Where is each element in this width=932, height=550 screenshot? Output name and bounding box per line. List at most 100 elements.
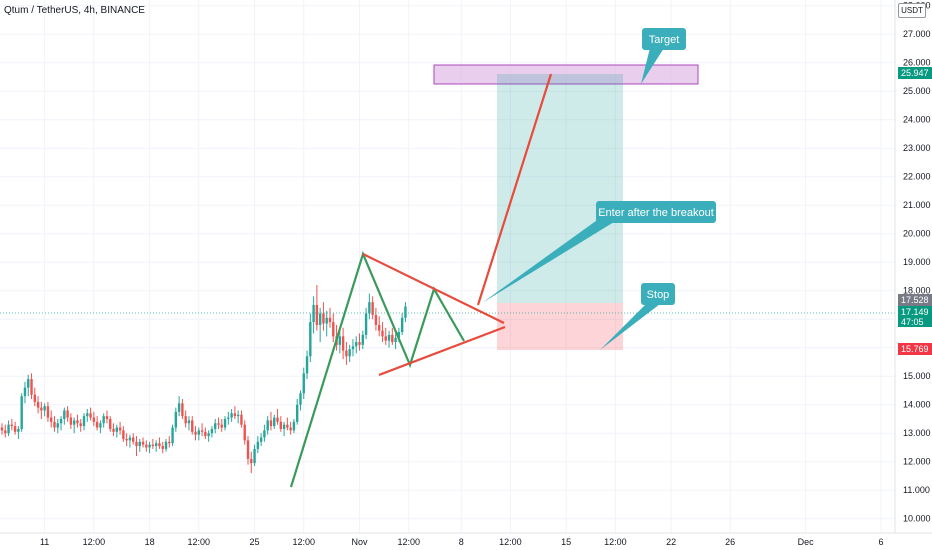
candle[interactable]: [325, 310, 328, 337]
candle[interactable]: [7, 420, 10, 437]
candle[interactable]: [191, 416, 194, 435]
candle[interactable]: [36, 396, 40, 414]
candle[interactable]: [233, 406, 237, 419]
candle[interactable]: [102, 413, 105, 428]
candle[interactable]: [177, 396, 181, 417]
candle[interactable]: [59, 416, 63, 431]
candle[interactable]: [391, 327, 394, 345]
candle[interactable]: [161, 441, 164, 454]
target-zone-box[interactable]: [433, 64, 699, 85]
candle[interactable]: [266, 416, 269, 435]
candle[interactable]: [56, 418, 59, 434]
candle[interactable]: [63, 407, 66, 425]
candle[interactable]: [40, 401, 43, 419]
candle[interactable]: [0, 423, 4, 435]
candle[interactable]: [296, 399, 299, 425]
candle[interactable]: [141, 437, 145, 448]
candle[interactable]: [240, 410, 243, 428]
candle[interactable]: [312, 296, 315, 334]
candle[interactable]: [99, 420, 102, 434]
candle[interactable]: [256, 436, 260, 454]
candle[interactable]: [181, 399, 184, 419]
candle[interactable]: [138, 438, 141, 452]
candle[interactable]: [50, 410, 53, 428]
candle[interactable]: [207, 430, 210, 442]
candle[interactable]: [322, 302, 325, 331]
candle[interactable]: [341, 327, 345, 360]
candle[interactable]: [276, 409, 279, 425]
candle[interactable]: [253, 444, 256, 467]
candle[interactable]: [355, 336, 358, 354]
candle[interactable]: [328, 307, 332, 328]
candle[interactable]: [92, 411, 96, 427]
candle[interactable]: [378, 316, 381, 337]
candle[interactable]: [361, 330, 364, 350]
candle[interactable]: [27, 374, 30, 397]
candle[interactable]: [112, 423, 115, 437]
candle[interactable]: [381, 322, 384, 343]
projection-line[interactable]: [476, 73, 553, 306]
candle[interactable]: [250, 451, 253, 474]
currency-button[interactable]: USDT: [898, 3, 926, 18]
candle[interactable]: [394, 333, 397, 350]
candle[interactable]: [148, 441, 151, 454]
candle[interactable]: [246, 436, 250, 465]
candle[interactable]: [151, 438, 155, 449]
candle[interactable]: [384, 327, 387, 345]
loss-zone[interactable]: [497, 303, 623, 350]
candle[interactable]: [171, 424, 174, 447]
candle[interactable]: [43, 403, 46, 417]
triangle-lower-trendline[interactable]: [378, 325, 506, 377]
candle[interactable]: [345, 342, 348, 365]
candle[interactable]: [174, 407, 178, 432]
candle[interactable]: [76, 414, 79, 428]
triangle-upper-trendline[interactable]: [362, 253, 505, 324]
candle[interactable]: [135, 436, 138, 457]
candle[interactable]: [132, 433, 135, 445]
candle[interactable]: [23, 381, 27, 404]
candle[interactable]: [279, 416, 282, 432]
candle[interactable]: [400, 313, 404, 335]
candle[interactable]: [210, 426, 214, 438]
candle[interactable]: [128, 434, 132, 448]
candle[interactable]: [105, 410, 109, 424]
candle[interactable]: [305, 350, 309, 380]
candle[interactable]: [259, 433, 263, 447]
candle[interactable]: [125, 433, 128, 447]
candle[interactable]: [53, 416, 56, 432]
candle[interactable]: [404, 302, 407, 323]
candle[interactable]: [273, 414, 276, 429]
candle[interactable]: [95, 416, 99, 431]
candle[interactable]: [158, 437, 161, 449]
candle[interactable]: [236, 410, 240, 424]
candle[interactable]: [184, 410, 187, 428]
candle[interactable]: [220, 418, 223, 432]
candle[interactable]: [33, 387, 36, 407]
candle[interactable]: [223, 416, 227, 431]
candle[interactable]: [263, 424, 266, 442]
candle[interactable]: [79, 418, 82, 432]
candle[interactable]: [122, 426, 125, 442]
candle[interactable]: [13, 421, 17, 435]
candle[interactable]: [302, 367, 305, 400]
candle[interactable]: [145, 440, 148, 452]
candle[interactable]: [82, 413, 86, 431]
candle[interactable]: [299, 390, 302, 411]
candle[interactable]: [387, 330, 391, 348]
candle[interactable]: [214, 418, 217, 434]
candle[interactable]: [197, 427, 200, 441]
candle[interactable]: [20, 393, 23, 432]
candle[interactable]: [374, 307, 378, 331]
candle[interactable]: [351, 339, 355, 357]
candle[interactable]: [46, 401, 50, 422]
candle[interactable]: [69, 413, 73, 429]
entry-callout[interactable]: Enter after the breakout: [482, 201, 716, 303]
candle[interactable]: [364, 307, 368, 340]
candle[interactable]: [17, 426, 20, 439]
candle[interactable]: [358, 333, 361, 351]
time-axis[interactable]: 11 12:00 18 12:00 25 12:00 Nov 12:00 8 12:00 15 12:…: [40, 537, 884, 547]
candle[interactable]: [89, 407, 92, 421]
candle[interactable]: [230, 409, 233, 422]
candle[interactable]: [118, 421, 122, 435]
